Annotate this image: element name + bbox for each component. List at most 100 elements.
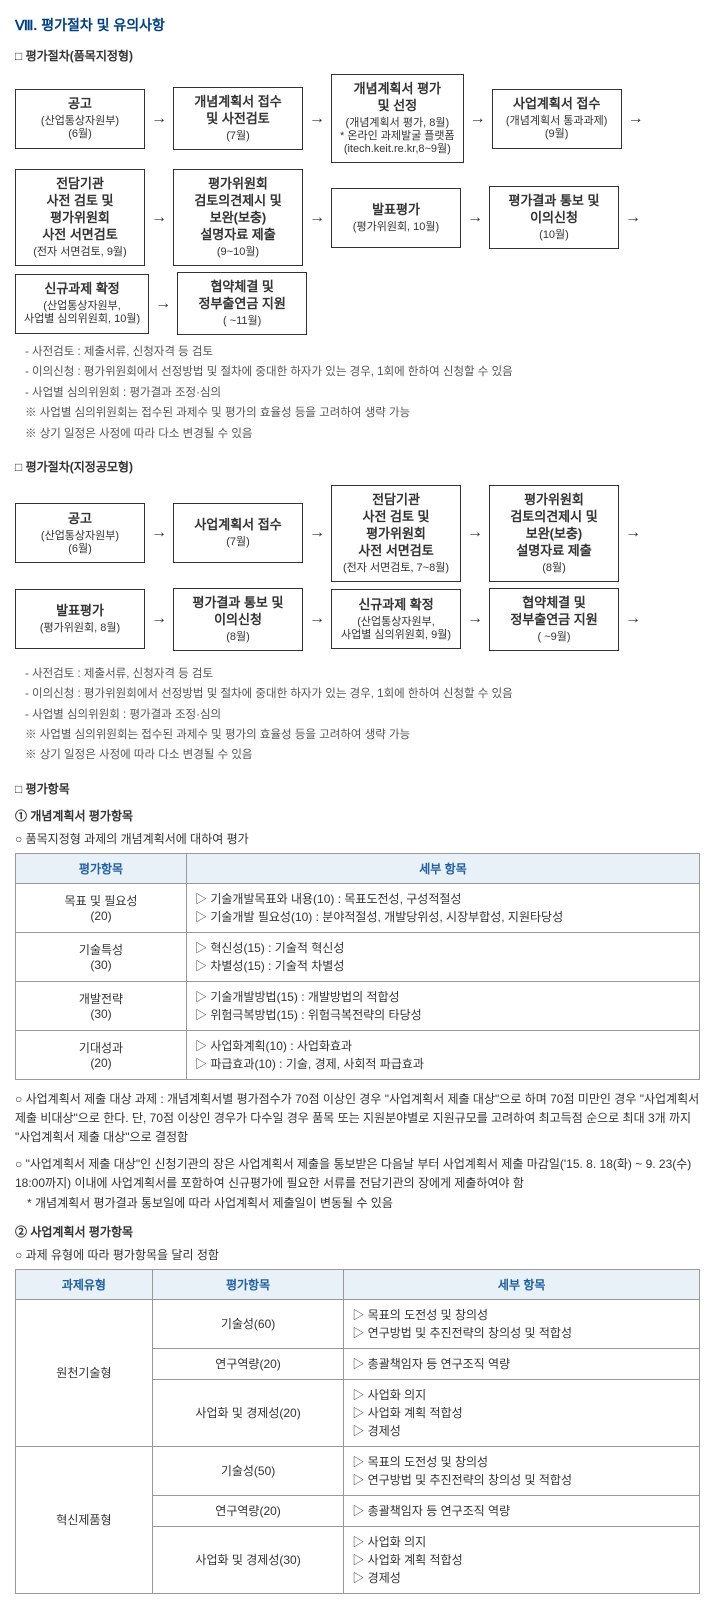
arrow-icon: → [619,209,647,227]
flow-sub: (8월) [498,562,610,575]
table-row: 기술특성(30)혁신성(15) : 기술적 혁신성차별성(15) : 기술적 차… [16,932,700,981]
arrow-icon: → [622,110,650,128]
cell-detail: 사업화 의지사업화 계획 적합성경제성 [344,1379,700,1446]
eval-sub1-title: ① 개념계획서 평가항목 [15,807,700,824]
cell-item: 연구역량(20) [152,1348,344,1379]
flow-sub: (평가위원회, 10월) [340,221,452,234]
flow-box: 평가위원회검토의견제시 및보완(보충)설명자료 제출 (9~10월) [173,169,303,266]
flow-main: 평가결과 통보 및이의신청 [498,193,610,227]
detail-item: 목표의 도전성 및 창의성 [352,1453,691,1471]
flow-sub: (전자 서면검토, 7~8월) [340,562,452,575]
detail-item: 연구방법 및 추진전략의 창의성 및 적합성 [352,1324,691,1342]
flow-main: 전담기관사전 검토 및평가위원회사전 서면검토 [340,492,452,560]
arrow-icon: → [145,524,173,542]
eval-title: 평가항목 [15,780,700,797]
flow-main: 공고 [24,511,136,528]
detail-item: 기술개발방법(15) : 개발방법의 적합성 [195,988,691,1006]
arrow-icon: → [619,524,647,542]
cell-item: 연구역량(20) [152,1495,344,1526]
note-line: - 사업별 심의위원회 : 평가결과 조정·심의 [25,706,700,724]
detail-item: 총괄책임자 등 연구조직 역량 [352,1355,691,1373]
flow-box: 공고(산업통상자원부)(6월) [15,503,145,563]
note-line: ※ 상기 일정은 사정에 따라 다소 변경될 수 있음 [25,746,700,764]
cell-item: 기술성(60) [152,1299,344,1348]
flow-box: 전담기관사전 검토 및평가위원회사전 서면검토(전자 서면검토, 9월) [15,169,145,266]
cell-name: 목표 및 필요성(20) [16,883,187,932]
flow-box: 신규과제 확정(산업통상자원부,사업별 심의위원회, 10월) [15,274,149,334]
flow-box: 사업계획서 접수(개념계획서 통과과제)(9월) [492,89,622,149]
detail-item: 기술개발목표와 내용(10) : 목표도전성, 구성적절성 [195,890,691,908]
flow-sub: (산업통상자원부,사업별 심의위원회, 10월) [24,300,140,326]
flow-box: 평가위원회검토의견제시 및보완(보충)설명자료 제출(8월) [489,485,619,582]
detail-item: 사업화 계획 적합성 [352,1404,691,1422]
flow-main: 사업계획서 접수 [182,517,294,534]
cell-detail: 사업화계획(10) : 사업화효과파급효과(10) : 기술, 경제, 사회적 … [187,1030,700,1079]
cell-detail: 총괄책임자 등 연구조직 역량 [344,1495,700,1526]
note-line: - 이의신청 : 평가위원회에서 선정방법 및 절차에 중대한 하자가 있는 경… [25,685,700,703]
note-line: ※ 상기 일정은 사정에 따라 다소 변경될 수 있음 [25,425,700,443]
note-line: - 사전검토 : 제출서류, 신청자격 등 검토 [25,665,700,683]
cell-item: 사업화 및 경제성(20) [152,1379,344,1446]
detail-item: 파급효과(10) : 기술, 경제, 사회적 파급효과 [195,1055,691,1073]
cell-item: 사업화 및 경제성(30) [152,1526,344,1593]
table-row: 원천기술형기술성(60)목표의 도전성 및 창의성연구방법 및 추진전략의 창의… [16,1299,700,1348]
note-line: - 사업별 심의위원회 : 평가결과 조정·심의 [25,384,700,402]
cell-item: 기술성(50) [152,1446,344,1495]
th-evalitem: 평가항목 [16,853,187,883]
flow-box: 발표평가(평가위원회, 10월) [331,188,461,248]
flow-sub: (9~10월) [182,246,294,259]
eval-sub1-note: 품목지정형 과제의 개념계획서에 대하여 평가 [15,830,700,847]
arrow-icon: → [619,610,647,628]
note-line: ※ 사업별 심의위원회는 접수된 과제수 및 평가의 효율성 등을 고려하여 생… [25,404,700,422]
flow-main: 평가결과 통보 및이의신청 [182,595,294,629]
table-row: 개발전략(30) 기술개발방법(15) : 개발방법의 적합성위험극복방법(15)… [16,981,700,1030]
detail-item: 차별성(15) : 기술적 차별성 [195,957,691,975]
flow-sub: (10월) [498,229,610,242]
flow-main: 전담기관사전 검토 및평가위원회사전 서면검토 [24,176,136,244]
detail-item: 경제성 [352,1569,691,1587]
arrow-icon: → [145,610,173,628]
cell-detail: 총괄책임자 등 연구조직 역량 [344,1348,700,1379]
flow-box: 개념계획서 평가및 선정(개념계획서 평가, 8월)* 온라인 과제발굴 플랫폼… [331,74,464,163]
flow-sub: (개념계획서 통과과제)(9월) [501,115,613,141]
para2: ○ "사업계획서 제출 대상"인 신청기관의 장은 사업계획서 제출을 통보받은… [15,1155,700,1213]
flow-main: 협약체결 및정부출연금 지원 [498,595,610,629]
flow-main: 발표평가 [24,603,136,620]
cell-detail: 혁신성(15) : 기술적 혁신성차별성(15) : 기술적 차별성 [187,932,700,981]
flow-box: 협약체결 및정부출연금 지원( ~9월) [489,588,619,651]
eval-sub2-note: 과제 유형에 따라 평가항목을 달리 정함 [15,1246,700,1263]
flow-sub: (평가위원회, 8월) [24,622,136,635]
flow-main: 협약체결 및정부출연금 지원 [186,279,298,313]
flow-main: 공고 [24,96,136,113]
detail-item: 사업화계획(10) : 사업화효과 [195,1037,691,1055]
para1: ○ 사업계획서 제출 대상 과제 : 개념계획서별 평가점수가 70점 이상인 … [15,1090,700,1148]
detail-item: 연구방법 및 추진전략의 창의성 및 적합성 [352,1471,691,1489]
note-line: - 이의신청 : 평가위원회에서 선정방법 및 절차에 중대한 하자가 있는 경… [25,363,700,381]
table-plan-eval: 과제유형 평가항목 세부 항목 원천기술형기술성(60)목표의 도전성 및 창의… [15,1269,700,1594]
flow-box: 발표평가 (평가위원회, 8월) [15,589,145,649]
flow-box: 평가결과 통보 및이의신청(8월) [173,588,303,651]
detail-item: 총괄책임자 등 연구조직 역량 [352,1502,691,1520]
detail-item: 위험극복방법(15) : 위험극복전략의 타당성 [195,1006,691,1024]
flow-main: 개념계획서 평가및 선정 [340,81,455,115]
detail-item: 사업화 계획 적합성 [352,1551,691,1569]
th-type: 과제유형 [16,1269,153,1299]
arrow-icon: → [461,610,489,628]
flow-main: 개념계획서 접수및 사전검토 [182,94,294,128]
flow-box: 협약체결 및정부출연금 지원( ~11월) [177,272,307,335]
flow-box: 전담기관사전 검토 및평가위원회사전 서면검토 (전자 서면검토, 7~8월) [331,485,461,582]
arrow-icon: → [145,110,173,128]
table-concept-eval: 평가항목 세부 항목 목표 및 필요성(20)기술개발목표와 내용(10) : … [15,853,700,1080]
cell-name: 개발전략(30) [16,981,187,1030]
table-row: 목표 및 필요성(20) 기술개발목표와 내용(10) : 목표도전성, 구성적절… [16,883,700,932]
flow-box: 신규과제 확정(산업통상자원부,사업별 심의위원회, 9월) [331,589,461,649]
detail-item: 사업화 의지 [352,1386,691,1404]
cell-detail: 목표의 도전성 및 창의성연구방법 및 추진전략의 창의성 및 적합성 [344,1299,700,1348]
arrow-icon: → [303,610,331,628]
flow-main: 평가위원회검토의견제시 및보완(보충)설명자료 제출 [182,176,294,244]
table-row: 기대성과(20)사업화계획(10) : 사업화효과파급효과(10) : 기술, … [16,1030,700,1079]
page-title: Ⅷ. 평가절차 및 유의사항 [15,15,700,35]
flow-main: 신규과제 확정 [340,597,452,614]
flow-box: 개념계획서 접수및 사전검토(7월) [173,87,303,150]
cell-name: 기대성과(20) [16,1030,187,1079]
